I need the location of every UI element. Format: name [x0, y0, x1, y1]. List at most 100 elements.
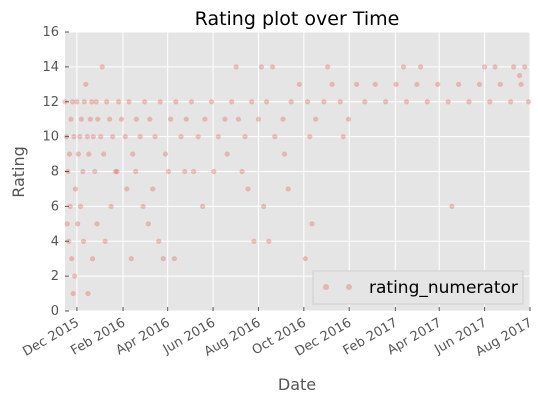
- data-point: [229, 99, 235, 105]
- data-point: [110, 134, 116, 140]
- data-point: [309, 221, 315, 227]
- data-point: [269, 64, 276, 70]
- data-point: [133, 168, 139, 175]
- data-point: [89, 99, 95, 105]
- data-point: [266, 238, 272, 244]
- data-point: [108, 203, 114, 209]
- data-point: [304, 99, 311, 105]
- data-point: [182, 168, 188, 175]
- data-point: [75, 221, 81, 227]
- legend-box: [312, 270, 524, 305]
- data-point: [321, 99, 327, 105]
- data-point: [67, 203, 73, 209]
- data-point: [81, 99, 87, 105]
- data-point: [71, 134, 77, 140]
- data-point: [296, 81, 302, 87]
- data-point: [251, 238, 257, 244]
- data-point: [80, 168, 86, 175]
- data-point: [98, 134, 104, 140]
- data-point: [233, 64, 239, 70]
- data-point: [345, 116, 352, 122]
- data-point: [455, 81, 462, 87]
- data-point: [487, 99, 493, 105]
- y-tick-label: 0: [51, 304, 59, 319]
- data-point: [337, 99, 343, 105]
- data-point: [224, 151, 230, 157]
- data-point: [285, 186, 291, 192]
- data-point: [195, 134, 201, 140]
- data-point: [255, 116, 262, 122]
- data-point: [72, 273, 78, 279]
- data-point: [78, 203, 84, 209]
- data-point: [118, 116, 125, 122]
- data-point: [208, 99, 215, 105]
- data-point: [142, 99, 148, 105]
- data-point: [239, 168, 245, 175]
- data-point: [492, 64, 498, 70]
- y-tick-label: 10: [42, 130, 59, 145]
- data-point: [77, 134, 83, 140]
- data-point: [83, 81, 89, 87]
- data-point: [92, 168, 98, 175]
- data-point: [525, 99, 532, 105]
- legend: rating_numerator: [312, 270, 524, 305]
- chart-title: Rating plot over Time: [195, 8, 400, 30]
- data-point: [307, 134, 313, 140]
- data-point: [72, 186, 79, 192]
- data-point: [101, 151, 107, 157]
- data-point: [150, 186, 156, 192]
- data-point: [64, 221, 70, 227]
- data-point: [68, 116, 74, 122]
- data-point: [112, 168, 119, 175]
- data-point: [173, 99, 179, 105]
- data-point: [130, 151, 136, 157]
- data-point: [280, 116, 286, 122]
- data-point: [78, 116, 84, 122]
- data-point: [74, 99, 80, 105]
- data-point: [66, 151, 73, 157]
- data-point: [124, 186, 130, 192]
- data-point: [435, 81, 441, 87]
- data-point: [261, 203, 267, 209]
- data-point: [288, 99, 294, 105]
- data-point: [115, 99, 122, 105]
- legend-marker: [346, 284, 352, 290]
- y-tick-label: 4: [51, 234, 59, 249]
- data-point: [114, 168, 120, 175]
- data-point: [93, 99, 99, 105]
- y-tick-label: 6: [51, 199, 59, 214]
- data-point: [249, 99, 255, 105]
- data-point: [171, 256, 177, 262]
- data-point: [418, 64, 424, 70]
- data-point: [90, 134, 96, 140]
- data-point: [104, 99, 110, 105]
- data-point: [211, 168, 217, 175]
- data-point: [372, 81, 378, 87]
- data-point: [329, 81, 335, 87]
- data-point: [393, 81, 399, 87]
- data-point: [281, 151, 288, 157]
- data-point: [178, 134, 184, 140]
- data-point: [75, 151, 81, 157]
- data-point: [69, 99, 76, 105]
- data-point: [516, 72, 523, 79]
- data-point: [414, 81, 420, 87]
- data-point: [162, 151, 169, 157]
- data-point: [508, 99, 514, 105]
- data-point: [191, 168, 197, 175]
- data-point: [222, 116, 228, 122]
- data-point: [128, 256, 134, 262]
- data-point: [145, 221, 151, 227]
- data-point: [133, 116, 140, 122]
- y-tick-label: 14: [42, 60, 59, 75]
- data-point: [258, 64, 265, 70]
- data-point: [99, 64, 105, 70]
- data-point: [137, 134, 143, 140]
- data-point: [202, 116, 208, 122]
- data-point: [152, 134, 158, 140]
- data-point: [126, 99, 132, 105]
- data-point: [264, 99, 270, 105]
- data-point: [466, 99, 472, 105]
